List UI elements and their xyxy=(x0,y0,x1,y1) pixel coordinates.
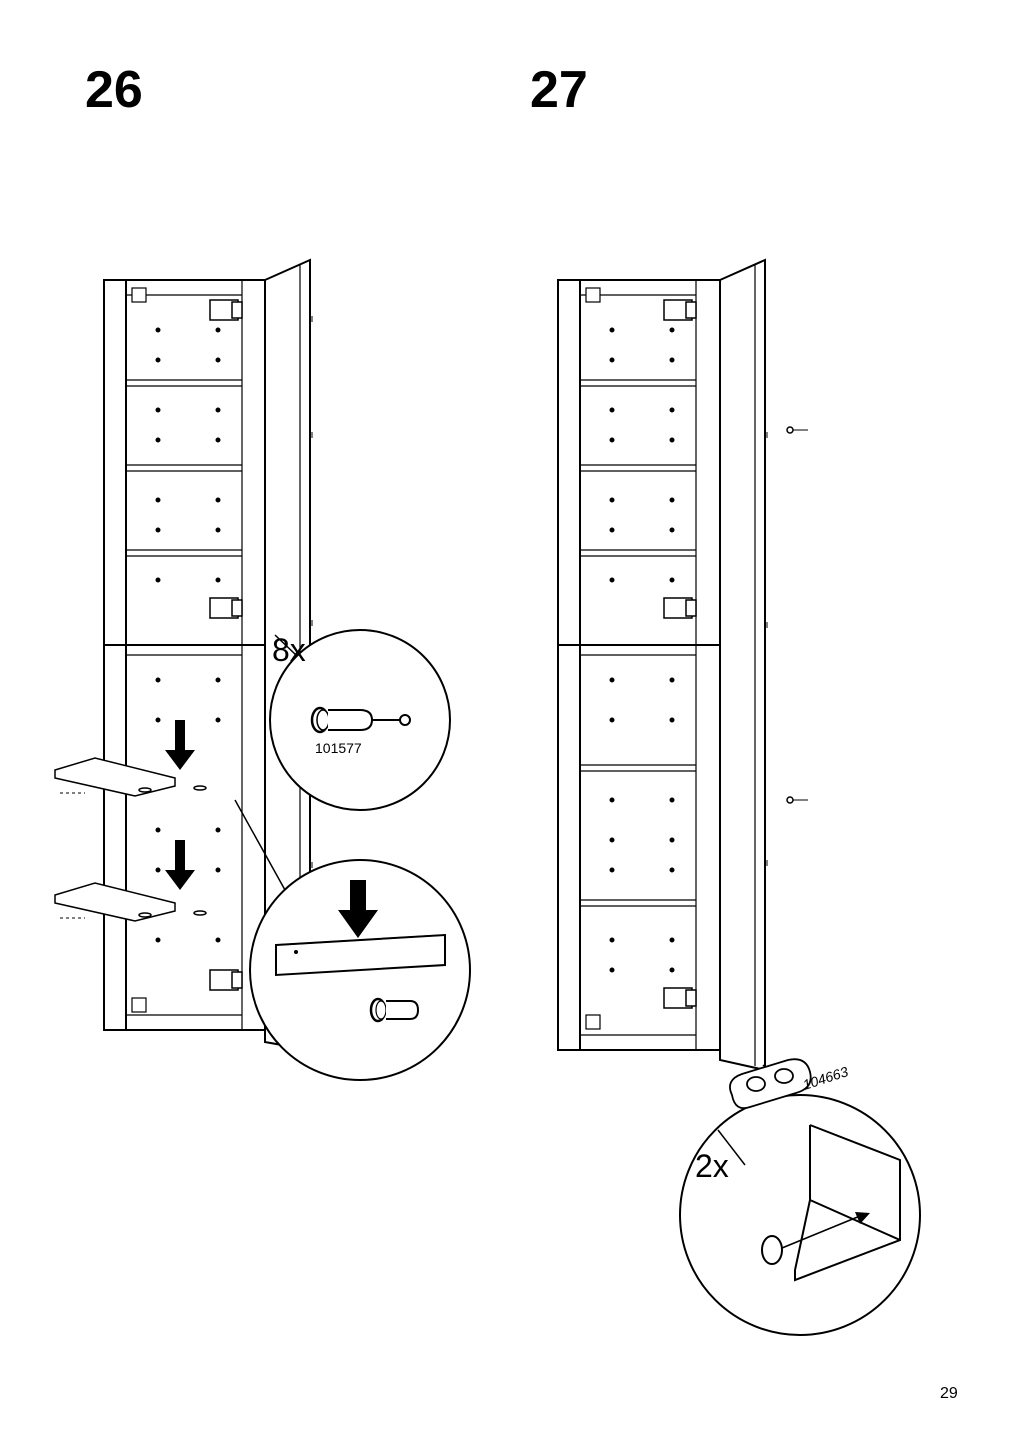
pad-qty-label: 2x xyxy=(695,1148,729,1185)
peg-part-number: 101577 xyxy=(315,740,362,756)
peg-qty-label: 8x xyxy=(272,632,306,669)
right-cabinet xyxy=(558,260,850,1165)
assembly-diagrams xyxy=(0,0,1012,1432)
pad-callout xyxy=(680,1095,920,1335)
